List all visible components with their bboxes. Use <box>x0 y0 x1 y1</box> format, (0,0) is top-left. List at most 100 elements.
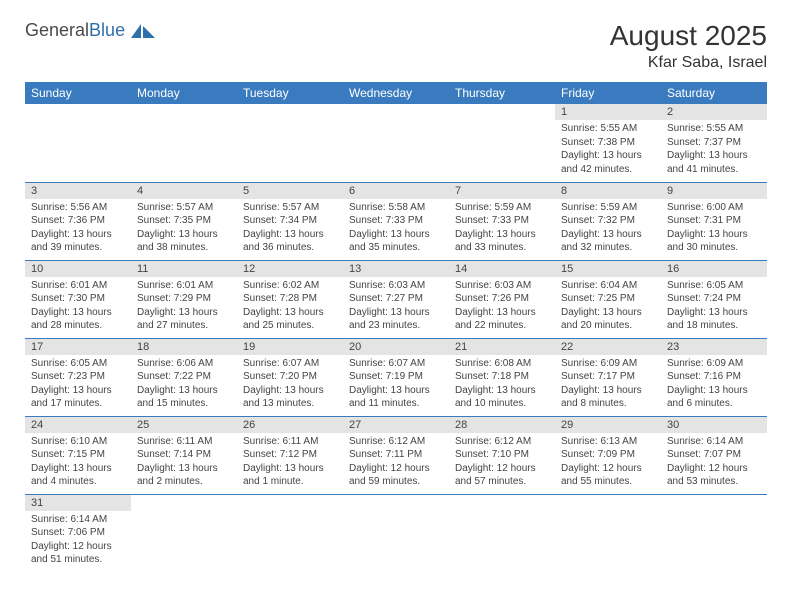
daylight-line: Daylight: 13 hours and 2 minutes. <box>137 462 231 489</box>
sunset-line: Sunset: 7:26 PM <box>455 292 549 306</box>
day-details: Sunrise: 6:00 AMSunset: 7:31 PMDaylight:… <box>661 199 767 259</box>
daylight-line: Daylight: 13 hours and 13 minutes. <box>243 384 337 411</box>
day-number: 8 <box>555 183 661 199</box>
calendar-cell: 28Sunrise: 6:12 AMSunset: 7:10 PMDayligh… <box>449 416 555 494</box>
sunrise-line: Sunrise: 6:08 AM <box>455 357 549 371</box>
calendar-cell: 18Sunrise: 6:06 AMSunset: 7:22 PMDayligh… <box>131 338 237 416</box>
day-details: Sunrise: 5:59 AMSunset: 7:32 PMDaylight:… <box>555 199 661 259</box>
day-details: Sunrise: 5:57 AMSunset: 7:34 PMDaylight:… <box>237 199 343 259</box>
day-number: 1 <box>555 104 661 120</box>
day-number: 20 <box>343 339 449 355</box>
daylight-line: Daylight: 12 hours and 59 minutes. <box>349 462 443 489</box>
day-header: Thursday <box>449 82 555 104</box>
calendar-cell: 26Sunrise: 6:11 AMSunset: 7:12 PMDayligh… <box>237 416 343 494</box>
daylight-line: Daylight: 13 hours and 10 minutes. <box>455 384 549 411</box>
daylight-line: Daylight: 13 hours and 8 minutes. <box>561 384 655 411</box>
day-number: 26 <box>237 417 343 433</box>
daylight-line: Daylight: 13 hours and 41 minutes. <box>667 149 761 176</box>
calendar-week-row: 10Sunrise: 6:01 AMSunset: 7:30 PMDayligh… <box>25 260 767 338</box>
day-details: Sunrise: 6:08 AMSunset: 7:18 PMDaylight:… <box>449 355 555 415</box>
sunset-line: Sunset: 7:29 PM <box>137 292 231 306</box>
daylight-line: Daylight: 12 hours and 53 minutes. <box>667 462 761 489</box>
sunrise-line: Sunrise: 6:14 AM <box>667 435 761 449</box>
calendar-cell: 4Sunrise: 5:57 AMSunset: 7:35 PMDaylight… <box>131 182 237 260</box>
daylight-line: Daylight: 13 hours and 1 minute. <box>243 462 337 489</box>
calendar-cell: 29Sunrise: 6:13 AMSunset: 7:09 PMDayligh… <box>555 416 661 494</box>
day-number: 16 <box>661 261 767 277</box>
day-details: Sunrise: 6:01 AMSunset: 7:30 PMDaylight:… <box>25 277 131 337</box>
sunrise-line: Sunrise: 6:09 AM <box>561 357 655 371</box>
sunrise-line: Sunrise: 6:04 AM <box>561 279 655 293</box>
calendar-cell: 13Sunrise: 6:03 AMSunset: 7:27 PMDayligh… <box>343 260 449 338</box>
calendar-cell: 31Sunrise: 6:14 AMSunset: 7:06 PMDayligh… <box>25 494 131 572</box>
sunrise-line: Sunrise: 6:03 AM <box>349 279 443 293</box>
day-details: Sunrise: 5:55 AMSunset: 7:37 PMDaylight:… <box>661 120 767 180</box>
day-header: Saturday <box>661 82 767 104</box>
day-number: 31 <box>25 495 131 511</box>
sunrise-line: Sunrise: 5:57 AM <box>243 201 337 215</box>
sunrise-line: Sunrise: 6:07 AM <box>243 357 337 371</box>
calendar-cell: 19Sunrise: 6:07 AMSunset: 7:20 PMDayligh… <box>237 338 343 416</box>
calendar-week-row: 17Sunrise: 6:05 AMSunset: 7:23 PMDayligh… <box>25 338 767 416</box>
daylight-line: Daylight: 12 hours and 55 minutes. <box>561 462 655 489</box>
day-details: Sunrise: 6:03 AMSunset: 7:27 PMDaylight:… <box>343 277 449 337</box>
sunset-line: Sunset: 7:35 PM <box>137 214 231 228</box>
sunrise-line: Sunrise: 6:09 AM <box>667 357 761 371</box>
sunset-line: Sunset: 7:34 PM <box>243 214 337 228</box>
sunset-line: Sunset: 7:10 PM <box>455 448 549 462</box>
sunset-line: Sunset: 7:25 PM <box>561 292 655 306</box>
calendar-cell: 20Sunrise: 6:07 AMSunset: 7:19 PMDayligh… <box>343 338 449 416</box>
day-details: Sunrise: 6:13 AMSunset: 7:09 PMDaylight:… <box>555 433 661 493</box>
sunrise-line: Sunrise: 5:55 AM <box>561 122 655 136</box>
sunrise-line: Sunrise: 6:12 AM <box>349 435 443 449</box>
month-title: August 2025 <box>610 20 767 52</box>
day-number: 23 <box>661 339 767 355</box>
calendar-cell: 2Sunrise: 5:55 AMSunset: 7:37 PMDaylight… <box>661 104 767 182</box>
sunset-line: Sunset: 7:33 PM <box>455 214 549 228</box>
sunset-line: Sunset: 7:17 PM <box>561 370 655 384</box>
calendar-cell: 17Sunrise: 6:05 AMSunset: 7:23 PMDayligh… <box>25 338 131 416</box>
sunrise-line: Sunrise: 6:11 AM <box>137 435 231 449</box>
day-number: 3 <box>25 183 131 199</box>
page-header: GeneralBlue August 2025 Kfar Saba, Israe… <box>25 20 767 72</box>
sunset-line: Sunset: 7:28 PM <box>243 292 337 306</box>
sunset-line: Sunset: 7:30 PM <box>31 292 125 306</box>
sunrise-line: Sunrise: 6:14 AM <box>31 513 125 527</box>
day-details: Sunrise: 6:14 AMSunset: 7:07 PMDaylight:… <box>661 433 767 493</box>
sunset-line: Sunset: 7:09 PM <box>561 448 655 462</box>
day-details: Sunrise: 6:11 AMSunset: 7:12 PMDaylight:… <box>237 433 343 493</box>
day-number: 25 <box>131 417 237 433</box>
daylight-line: Daylight: 13 hours and 17 minutes. <box>31 384 125 411</box>
calendar-cell: 7Sunrise: 5:59 AMSunset: 7:33 PMDaylight… <box>449 182 555 260</box>
sunrise-line: Sunrise: 6:01 AM <box>137 279 231 293</box>
daylight-line: Daylight: 13 hours and 23 minutes. <box>349 306 443 333</box>
day-details: Sunrise: 6:04 AMSunset: 7:25 PMDaylight:… <box>555 277 661 337</box>
day-header: Wednesday <box>343 82 449 104</box>
sunset-line: Sunset: 7:33 PM <box>349 214 443 228</box>
calendar-cell <box>237 104 343 182</box>
calendar-cell <box>131 494 237 572</box>
calendar-cell: 30Sunrise: 6:14 AMSunset: 7:07 PMDayligh… <box>661 416 767 494</box>
logo-sail-icon <box>131 22 155 40</box>
day-number: 5 <box>237 183 343 199</box>
sunrise-line: Sunrise: 5:55 AM <box>667 122 761 136</box>
calendar-cell <box>449 104 555 182</box>
day-header: Sunday <box>25 82 131 104</box>
calendar-cell <box>661 494 767 572</box>
day-number: 27 <box>343 417 449 433</box>
daylight-line: Daylight: 12 hours and 57 minutes. <box>455 462 549 489</box>
day-details: Sunrise: 6:02 AMSunset: 7:28 PMDaylight:… <box>237 277 343 337</box>
day-details: Sunrise: 6:12 AMSunset: 7:10 PMDaylight:… <box>449 433 555 493</box>
sunset-line: Sunset: 7:07 PM <box>667 448 761 462</box>
logo-text: GeneralBlue <box>25 20 125 41</box>
sunrise-line: Sunrise: 5:59 AM <box>561 201 655 215</box>
day-details: Sunrise: 6:09 AMSunset: 7:16 PMDaylight:… <box>661 355 767 415</box>
calendar-cell <box>449 494 555 572</box>
sunrise-line: Sunrise: 6:03 AM <box>455 279 549 293</box>
daylight-line: Daylight: 13 hours and 35 minutes. <box>349 228 443 255</box>
calendar-cell: 11Sunrise: 6:01 AMSunset: 7:29 PMDayligh… <box>131 260 237 338</box>
calendar-week-row: 31Sunrise: 6:14 AMSunset: 7:06 PMDayligh… <box>25 494 767 572</box>
calendar-cell <box>25 104 131 182</box>
sunset-line: Sunset: 7:20 PM <box>243 370 337 384</box>
daylight-line: Daylight: 13 hours and 22 minutes. <box>455 306 549 333</box>
